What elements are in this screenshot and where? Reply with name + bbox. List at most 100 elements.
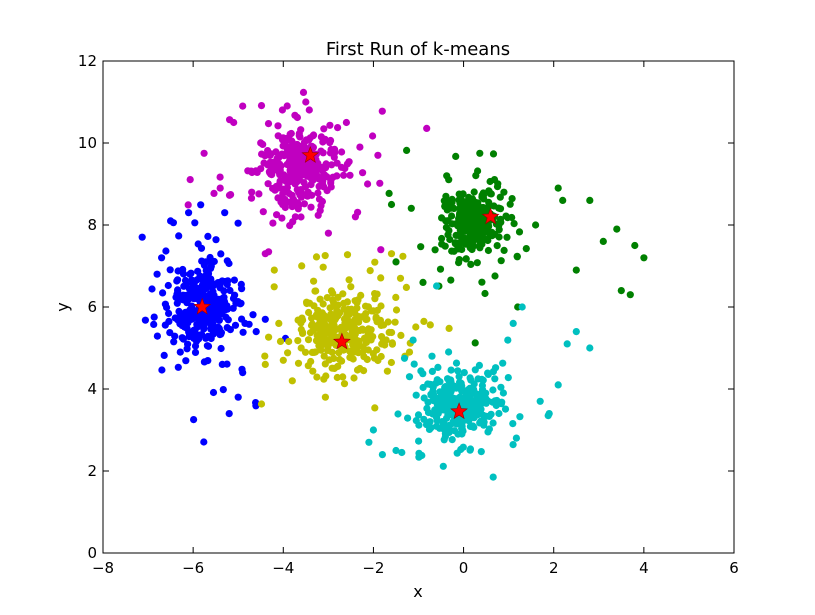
data-point xyxy=(303,192,312,200)
data-point xyxy=(321,393,329,401)
data-point xyxy=(274,194,282,202)
data-point xyxy=(509,319,517,327)
data-point xyxy=(216,284,224,292)
data-point xyxy=(275,154,283,162)
data-point xyxy=(617,287,625,295)
data-point xyxy=(377,246,385,254)
data-point xyxy=(478,278,486,286)
data-point xyxy=(300,179,308,187)
data-point xyxy=(362,315,370,324)
data-point xyxy=(387,250,396,258)
data-point xyxy=(161,300,169,308)
data-point xyxy=(467,260,475,268)
data-point xyxy=(261,315,269,323)
data-point xyxy=(508,195,516,203)
data-point xyxy=(455,256,463,264)
data-point xyxy=(479,223,487,231)
data-point xyxy=(467,242,475,250)
data-point xyxy=(161,321,169,329)
data-point xyxy=(486,229,494,237)
data-point xyxy=(495,204,503,212)
data-point xyxy=(420,317,428,325)
data-point xyxy=(197,312,205,320)
data-point xyxy=(429,410,437,418)
data-point xyxy=(274,122,282,130)
data-point xyxy=(284,349,292,357)
data-point xyxy=(198,257,206,265)
data-point xyxy=(270,283,278,291)
data-point xyxy=(423,124,431,132)
data-point xyxy=(206,290,214,298)
data-point xyxy=(339,290,347,298)
data-point xyxy=(321,360,329,368)
data-point xyxy=(314,189,322,197)
data-point xyxy=(496,193,504,201)
data-point xyxy=(239,369,247,377)
data-point xyxy=(371,404,379,412)
data-point xyxy=(214,307,222,315)
data-point xyxy=(208,318,216,326)
centroid-star xyxy=(333,332,351,350)
data-point xyxy=(441,433,449,441)
data-point xyxy=(456,378,464,386)
data-point xyxy=(252,328,260,336)
data-point xyxy=(318,163,326,171)
data-point xyxy=(312,287,320,295)
data-point xyxy=(210,298,218,306)
data-point xyxy=(495,409,503,418)
data-point xyxy=(493,396,501,405)
data-point xyxy=(359,169,367,177)
data-point xyxy=(326,329,334,337)
data-point xyxy=(221,277,229,286)
data-point xyxy=(326,304,334,312)
data-point xyxy=(366,267,374,275)
x-tick-label: −6 xyxy=(182,559,204,577)
data-point xyxy=(348,354,356,362)
data-point xyxy=(348,338,356,346)
data-point xyxy=(478,386,487,394)
data-point xyxy=(305,136,313,144)
data-point xyxy=(225,259,233,268)
data-point xyxy=(302,98,310,106)
data-point xyxy=(264,120,273,128)
data-point xyxy=(343,298,351,306)
data-point xyxy=(310,348,318,356)
data-point xyxy=(182,357,190,365)
data-point xyxy=(304,336,313,344)
x-tick-label: −2 xyxy=(362,559,384,577)
data-point xyxy=(484,246,492,255)
data-point xyxy=(179,335,187,343)
data-point xyxy=(225,191,234,199)
data-point xyxy=(334,124,342,132)
data-point xyxy=(442,192,450,200)
data-point xyxy=(170,338,178,346)
data-point xyxy=(355,342,363,350)
data-point xyxy=(439,425,447,433)
data-point xyxy=(532,221,540,229)
data-point xyxy=(323,346,331,354)
data-point xyxy=(289,218,297,226)
data-point xyxy=(489,150,498,158)
data-points xyxy=(138,88,648,481)
data-point xyxy=(329,173,337,181)
data-point xyxy=(173,299,181,307)
data-point xyxy=(485,188,493,196)
data-point xyxy=(229,294,238,302)
data-point xyxy=(158,254,166,262)
data-point xyxy=(281,203,289,212)
data-point xyxy=(324,336,332,344)
data-point xyxy=(470,423,478,431)
data-point xyxy=(237,280,245,288)
data-point xyxy=(405,373,414,381)
data-point xyxy=(499,359,507,367)
data-point xyxy=(333,373,341,382)
data-point xyxy=(200,438,208,446)
data-point xyxy=(301,164,309,172)
data-point xyxy=(415,421,423,429)
data-point xyxy=(476,149,484,157)
data-point xyxy=(506,200,514,208)
data-point xyxy=(336,355,344,364)
data-point xyxy=(212,236,220,244)
data-point xyxy=(492,364,500,372)
data-point xyxy=(278,214,286,222)
